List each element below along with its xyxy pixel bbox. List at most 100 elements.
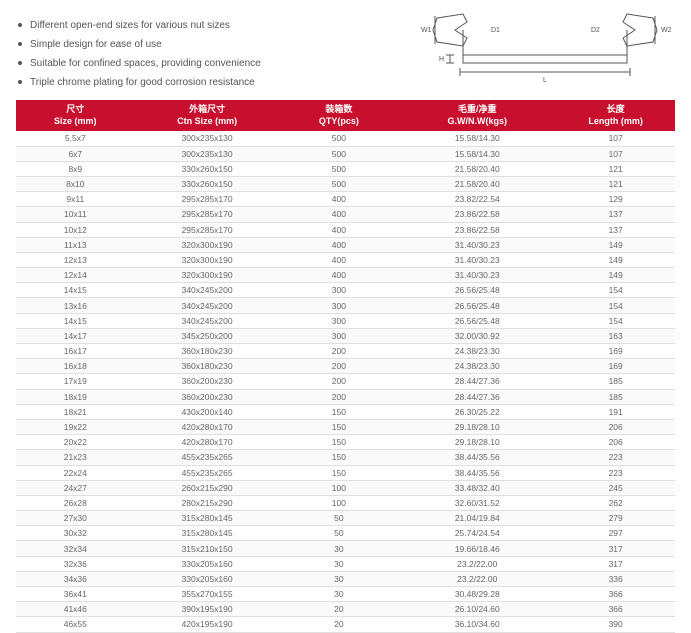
table-row: 18x21430x200x14015026.30/25.22191 bbox=[16, 404, 675, 419]
table-row: 8x9330x260x15050021.58/20.40121 bbox=[16, 161, 675, 176]
table-cell: 129 bbox=[556, 192, 675, 207]
table-cell: 32.60/31.52 bbox=[398, 495, 556, 510]
table-cell: 330x205x160 bbox=[135, 556, 280, 571]
table-cell: 191 bbox=[556, 404, 675, 419]
table-body: 5.5x7300x235x13050015.58/14.301076x7300x… bbox=[16, 131, 675, 632]
diagram-label-l: L bbox=[543, 77, 547, 84]
table-row: 13x16340x245x20030026.56/25.48154 bbox=[16, 298, 675, 313]
table-header: 尺寸Size (mm) 外箱尺寸Ctn Size (mm) 装箱数QTY(pcs… bbox=[16, 100, 675, 131]
table-cell: 9x11 bbox=[16, 192, 135, 207]
table-cell: 400 bbox=[280, 222, 399, 237]
table-cell: 107 bbox=[556, 131, 675, 146]
table-cell: 300 bbox=[280, 283, 399, 298]
feature-list: Different open-end sizes for various nut… bbox=[16, 10, 261, 92]
table-cell: 315x280x145 bbox=[135, 511, 280, 526]
table-row: 22x24455x235x26515038.44/35.56223 bbox=[16, 465, 675, 480]
table-cell: 295x285x170 bbox=[135, 207, 280, 222]
table-cell: 279 bbox=[556, 511, 675, 526]
table-row: 6x7300x235x13050015.58/14.30107 bbox=[16, 146, 675, 161]
table-cell: 16x18 bbox=[16, 359, 135, 374]
table-cell: 30.48/29.28 bbox=[398, 587, 556, 602]
table-row: 17x19360x200x23020028.44/27.36185 bbox=[16, 374, 675, 389]
table-row: 32x36330x205x1603023.2/22.00317 bbox=[16, 556, 675, 571]
table-cell: 50 bbox=[280, 511, 399, 526]
table-cell: 26.56/25.48 bbox=[398, 298, 556, 313]
table-cell: 500 bbox=[280, 131, 399, 146]
table-cell: 50 bbox=[280, 526, 399, 541]
table-cell: 18x19 bbox=[16, 389, 135, 404]
table-cell: 8x9 bbox=[16, 161, 135, 176]
table-cell: 400 bbox=[280, 237, 399, 252]
table-cell: 30 bbox=[280, 556, 399, 571]
table-cell: 260x215x290 bbox=[135, 480, 280, 495]
table-row: 20x22420x280x17015029.18/28.10206 bbox=[16, 435, 675, 450]
table-cell: 169 bbox=[556, 359, 675, 374]
table-cell: 340x245x200 bbox=[135, 313, 280, 328]
table-cell: 345x250x200 bbox=[135, 328, 280, 343]
table-cell: 10x11 bbox=[16, 207, 135, 222]
table-cell: 15.58/14.30 bbox=[398, 146, 556, 161]
table-cell: 25.74/24.54 bbox=[398, 526, 556, 541]
table-cell: 300x235x130 bbox=[135, 146, 280, 161]
table-cell: 500 bbox=[280, 176, 399, 191]
table-row: 9x11295x285x17040023.82/22.54129 bbox=[16, 192, 675, 207]
table-cell: 185 bbox=[556, 389, 675, 404]
table-cell: 185 bbox=[556, 374, 675, 389]
table-cell: 41x46 bbox=[16, 602, 135, 617]
table-row: 34x36330x205x1603023.2/22.00336 bbox=[16, 571, 675, 586]
table-cell: 390 bbox=[556, 617, 675, 632]
table-cell: 300x235x130 bbox=[135, 131, 280, 146]
table-cell: 38.44/35.56 bbox=[398, 450, 556, 465]
table-cell: 28.44/27.36 bbox=[398, 389, 556, 404]
feature-item: Triple chrome plating for good corrosion… bbox=[16, 73, 261, 92]
table-cell: 36x41 bbox=[16, 587, 135, 602]
table-row: 26x28280x215x29010032.60/31.52262 bbox=[16, 495, 675, 510]
table-row: 11x13320x300x19040031.40/30.23149 bbox=[16, 237, 675, 252]
col-weight: 毛重/净重G.W/N.W(kgs) bbox=[398, 100, 556, 131]
table-cell: 420x280x170 bbox=[135, 435, 280, 450]
table-cell: 320x300x190 bbox=[135, 252, 280, 267]
table-cell: 32x36 bbox=[16, 556, 135, 571]
col-size: 尺寸Size (mm) bbox=[16, 100, 135, 131]
table-cell: 46x55 bbox=[16, 617, 135, 632]
table-cell: 295x285x170 bbox=[135, 222, 280, 237]
table-cell: 200 bbox=[280, 389, 399, 404]
table-row: 16x17360x180x23020024.38/23.30169 bbox=[16, 344, 675, 359]
table-row: 24x27260x215x29010033.48/32.40245 bbox=[16, 480, 675, 495]
table-cell: 360x200x230 bbox=[135, 389, 280, 404]
col-ctn: 外箱尺寸Ctn Size (mm) bbox=[135, 100, 280, 131]
table-cell: 297 bbox=[556, 526, 675, 541]
table-cell: 21.04/19.84 bbox=[398, 511, 556, 526]
table-cell: 300 bbox=[280, 298, 399, 313]
table-cell: 360x180x230 bbox=[135, 344, 280, 359]
table-cell: 400 bbox=[280, 192, 399, 207]
table-cell: 330x260x150 bbox=[135, 161, 280, 176]
table-cell: 26.10/24.60 bbox=[398, 602, 556, 617]
table-cell: 390x195x190 bbox=[135, 602, 280, 617]
table-row: 32x34315x210x1503019.66/18.46317 bbox=[16, 541, 675, 556]
table-cell: 200 bbox=[280, 374, 399, 389]
table-cell: 223 bbox=[556, 465, 675, 480]
table-cell: 330x260x150 bbox=[135, 176, 280, 191]
table-cell: 300 bbox=[280, 313, 399, 328]
table-cell: 21.58/20.40 bbox=[398, 176, 556, 191]
feature-item: Different open-end sizes for various nut… bbox=[16, 16, 261, 35]
table-cell: 163 bbox=[556, 328, 675, 343]
table-cell: 320x300x190 bbox=[135, 237, 280, 252]
table-cell: 29.18/28.10 bbox=[398, 435, 556, 450]
table-cell: 206 bbox=[556, 435, 675, 450]
table-cell: 31.40/30.23 bbox=[398, 237, 556, 252]
table-cell: 320x300x190 bbox=[135, 268, 280, 283]
table-row: 12x14320x300x19040031.40/30.23149 bbox=[16, 268, 675, 283]
table-cell: 262 bbox=[556, 495, 675, 510]
table-cell: 455x235x265 bbox=[135, 450, 280, 465]
table-cell: 455x235x265 bbox=[135, 465, 280, 480]
table-cell: 330x205x160 bbox=[135, 571, 280, 586]
table-cell: 31.40/30.23 bbox=[398, 252, 556, 267]
table-cell: 20x22 bbox=[16, 435, 135, 450]
table-cell: 5.5x7 bbox=[16, 131, 135, 146]
table-cell: 137 bbox=[556, 222, 675, 237]
table-row: 21x23455x235x26515038.44/35.56223 bbox=[16, 450, 675, 465]
table-cell: 23.2/22.00 bbox=[398, 571, 556, 586]
diagram-label-w2: W2 bbox=[661, 27, 672, 34]
